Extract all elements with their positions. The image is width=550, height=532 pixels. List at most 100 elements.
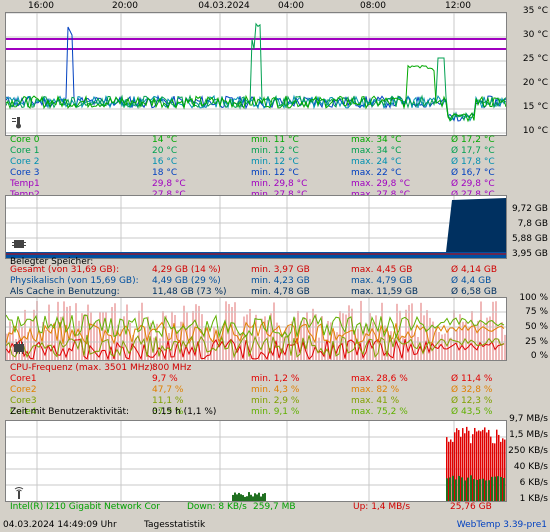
net-tick: 9,7 MB/s <box>509 414 548 424</box>
cpu-load-bar <box>9 321 11 360</box>
temp-tick: 10 °C <box>522 126 548 136</box>
download-bar <box>500 476 502 501</box>
cpu-load-bar <box>402 336 404 360</box>
download-bar <box>467 477 469 501</box>
legend-name: Gesamt (von 31,69 GB): <box>10 265 120 275</box>
net-tick: 1,5 MB/s <box>509 430 548 440</box>
temp-tick: 35 °C <box>522 6 548 16</box>
legend-min: min. 3,97 GB <box>251 265 310 275</box>
cpu-load-bar <box>132 335 134 360</box>
cpu-load-bar <box>462 321 464 360</box>
status-title: Tagesstatistik <box>144 520 206 530</box>
cpu-load-bar <box>321 316 323 360</box>
cpu-tick: 100 % <box>519 293 548 303</box>
cpu-load-bar <box>225 301 227 360</box>
core-load-series <box>6 314 505 339</box>
cpu-load-bar <box>411 303 413 360</box>
upload-bar <box>480 431 482 501</box>
legend-current: 18 °C <box>152 168 178 178</box>
legend-max: max. 34 °C <box>351 146 402 156</box>
download-bar <box>503 478 505 501</box>
download-bar <box>485 480 487 501</box>
legend-min: min. 11 °C <box>251 135 299 145</box>
cpu-load-bar <box>189 325 191 360</box>
status-version[interactable]: WebTemp 3.39-pre1 <box>456 520 547 530</box>
cpu-load-bar <box>408 304 410 360</box>
cpu-load-bar <box>63 301 65 360</box>
download-bar <box>476 479 478 501</box>
memory-axis: 9,72 GB 7,8 GB 5,88 GB 3,95 GB <box>508 200 550 260</box>
cpu-load-bar <box>399 310 401 360</box>
cpu-load-bar <box>18 320 20 360</box>
legend-min: min. 4,3 % <box>251 385 300 395</box>
legend-current: 37,9 % <box>152 407 184 417</box>
upload-bar <box>484 427 486 501</box>
cpu-load-bar <box>273 302 275 360</box>
download-bar <box>250 494 252 501</box>
legend-min: min. 4,78 GB <box>251 287 310 297</box>
legend-avg: Ø 29,8 °C <box>451 179 495 189</box>
cpu-load-bar <box>57 301 59 360</box>
cpu-load-bar <box>444 333 446 360</box>
download-bar <box>461 477 463 501</box>
cpu-load-bar <box>210 338 212 360</box>
cpu-load-bar <box>489 316 491 360</box>
cpu-graph <box>5 297 507 361</box>
cpu-load-bar <box>27 332 29 360</box>
download-bar <box>482 478 484 501</box>
legend-min: min. 2,9 % <box>251 396 300 406</box>
cpu-load-bar <box>471 311 473 360</box>
legend-name: Physikalisch (von 15,69 GB): <box>10 276 139 286</box>
cpu-load-bar <box>213 327 215 360</box>
mem-tick: 5,88 GB <box>511 234 548 244</box>
time-label: 04:00 <box>278 1 304 11</box>
legend-avg: Ø 4,14 GB <box>451 265 497 275</box>
legend-min: min. 29,8 °C <box>251 179 308 189</box>
cpu-load-bar <box>126 304 128 360</box>
legend-avg: Ø 43,5 % <box>451 407 493 417</box>
net-tick: 6 KB/s <box>519 478 548 488</box>
memory-plot <box>6 196 506 258</box>
cpu-load-bar <box>450 337 452 360</box>
cpu-load-bar <box>318 337 320 360</box>
cpu-tick: 50 % <box>525 322 548 332</box>
status-bar: 04.03.2024 14:49:09 Uhr Tagesstatistik W… <box>0 518 550 532</box>
cpu-load-bar <box>141 302 143 360</box>
status-datetime: 04.03.2024 14:49:09 Uhr <box>3 520 117 530</box>
upload-bar <box>472 434 474 501</box>
core-temp-series <box>6 94 506 122</box>
cpu-load-bar <box>75 303 77 360</box>
cpu-load-bar <box>105 312 107 360</box>
cpu-plot <box>6 298 506 360</box>
cpu-load-bar <box>294 317 296 360</box>
cpu-load-bar <box>6 333 8 360</box>
cpu-load-bar <box>414 332 416 360</box>
cpu-load-bar <box>123 316 125 360</box>
download-bar <box>236 494 238 501</box>
cpu-load-bar <box>111 306 113 360</box>
cpu-load-bar <box>183 305 185 360</box>
legend-name: Core3 <box>10 396 37 406</box>
upload-bar <box>486 432 488 501</box>
upload-bar <box>470 443 472 501</box>
temp-tick: 15 °C <box>522 102 548 112</box>
cpu-load-bar <box>438 332 440 360</box>
cpu-load-bar <box>207 326 209 360</box>
activity-label: Zeit mit Benutzeraktivität: <box>10 407 130 417</box>
time-label: 20:00 <box>112 1 138 11</box>
download-bar <box>473 479 475 501</box>
cpu-load-bar <box>195 304 197 360</box>
time-label: 08:00 <box>360 1 386 11</box>
download-bar <box>258 492 260 501</box>
download-bar <box>244 496 246 501</box>
cpu-load-bar <box>102 312 104 360</box>
thermometer-icon <box>12 117 26 129</box>
cpu-load-bar <box>108 335 110 360</box>
download-bar <box>260 496 262 501</box>
network-axis: 9,7 MB/s 1,5 MB/s 250 KB/s 40 KB/s 6 KB/… <box>508 414 550 504</box>
cpu-load-bar <box>360 300 362 360</box>
cpu-load-bar <box>378 328 380 360</box>
legend-max: max. 4,45 GB <box>351 265 413 275</box>
upload-bar <box>500 441 502 501</box>
legend-max: max. 4,79 GB <box>351 276 413 286</box>
